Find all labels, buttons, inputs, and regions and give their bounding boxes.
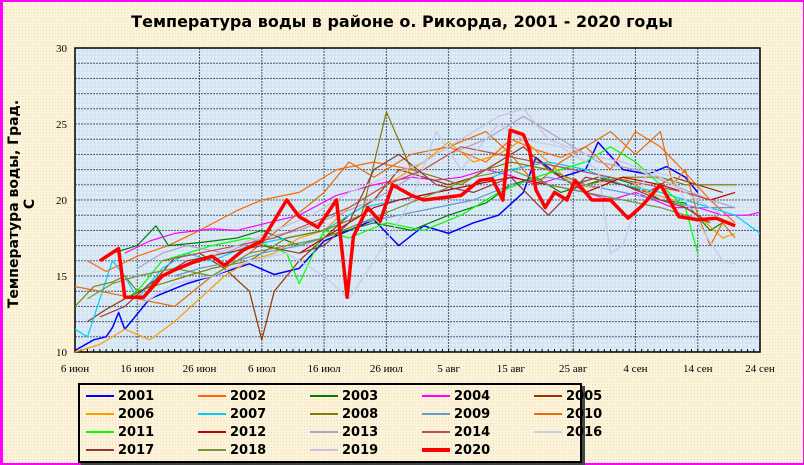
legend-label: 2006: [118, 406, 155, 422]
legend-item-2008: 2008: [310, 405, 422, 423]
series-line-2014: [162, 146, 711, 262]
legend-label: 2001: [118, 388, 155, 404]
x-tick-label: 5 авг: [437, 363, 460, 375]
series-line-2001: [74, 141, 699, 352]
legend-item-2007: 2007: [198, 405, 310, 423]
x-axis-ticks: 6 июн 16 июн 26 июн 6 июл 16 июл 26 июл 5 авг 1…: [61, 363, 775, 375]
legend-swatch: [198, 413, 226, 415]
legend-swatch: [86, 431, 114, 433]
legend-item-2010: 2010: [534, 405, 646, 423]
x-tick-label: 16 июл: [308, 363, 342, 375]
legend-label: 2017: [118, 442, 155, 458]
legend-label: 2008: [342, 406, 379, 422]
legend-item-2020: 2020: [422, 441, 534, 459]
x-tick-label: 14 сен: [683, 363, 713, 375]
legend-item-2006: 2006: [86, 405, 198, 423]
legend-label: 2004: [454, 388, 491, 404]
legend-label: 2005: [566, 388, 603, 404]
legend-label: 2018: [230, 442, 267, 458]
legend-swatch: [422, 431, 450, 433]
x-tick-label: 26 июн: [183, 363, 217, 375]
legend-label: 2012: [230, 424, 267, 440]
legend-item-2016: 2016: [534, 423, 646, 441]
legend-label: 2011: [118, 424, 155, 440]
legend-item-2009: 2009: [422, 405, 534, 423]
legend-label: 2014: [454, 424, 491, 440]
legend-item-2012: 2012: [198, 423, 310, 441]
legend-swatch: [86, 449, 114, 451]
legend-item-2001: 2001: [86, 387, 198, 405]
legend-swatch: [198, 431, 226, 433]
legend-label: 2003: [342, 388, 379, 404]
legend-label: 2010: [566, 406, 603, 422]
legend-swatch: [422, 413, 450, 415]
x-tick-label: 6 июл: [248, 363, 276, 375]
legend-swatch: [86, 413, 114, 415]
y-tick-label: 30: [56, 43, 68, 55]
x-tick-label: 25 авг: [559, 363, 588, 375]
legend-swatch: [534, 395, 562, 397]
legend-swatch: [198, 395, 226, 397]
legend-swatch: [198, 449, 226, 451]
legend-label: 2007: [230, 406, 267, 422]
legend-item-2018: 2018: [198, 441, 310, 459]
series-line-2004: [124, 169, 761, 254]
legend: 2001 2002 2003 2004 2005 2006 2007 2008 2009 2010…: [78, 383, 602, 463]
legend-label: 2016: [566, 424, 603, 440]
legend-swatch: [86, 395, 114, 397]
series-line-2009: [174, 176, 736, 277]
legend-item-2011: 2011: [86, 423, 198, 441]
series-line-2017: [99, 153, 711, 318]
series-line-2019: [199, 108, 723, 262]
y-tick-label: 25: [56, 119, 68, 131]
legend-item-2004: 2004: [422, 387, 534, 405]
legend-label: 2013: [342, 424, 379, 440]
y-tick-label: 20: [56, 195, 68, 207]
legend-label: 2020: [454, 442, 491, 458]
x-tick-label: 15 авг: [497, 363, 526, 375]
legend-swatch: [310, 395, 338, 397]
legend-swatch: [534, 431, 562, 433]
y-axis-ticks: 10 15 20 25 30: [56, 43, 68, 359]
legend-swatch: [534, 413, 562, 415]
x-tick-label: 4 сен: [623, 363, 647, 375]
y-tick-label: 15: [56, 271, 68, 283]
legend-label: 2002: [230, 388, 267, 404]
x-tick-label: 6 июн: [61, 363, 89, 375]
series-line-2016: [136, 123, 736, 308]
y-tick-label: 10: [56, 347, 68, 359]
legend-swatch: [422, 448, 450, 452]
legend-swatch: [422, 395, 450, 397]
legend-item-2003: 2003: [310, 387, 422, 405]
x-tick-label: 24 сен: [745, 363, 775, 375]
legend-label: 2019: [342, 442, 379, 458]
legend-swatch: [310, 431, 338, 433]
legend-item-2002: 2002: [198, 387, 310, 405]
legend-item-2017: 2017: [86, 441, 198, 459]
legend-swatch: [310, 449, 338, 451]
series-line-2020: [98, 128, 736, 300]
legend-grid: 2001 2002 2003 2004 2005 2006 2007 2008 2009 2010…: [86, 387, 646, 459]
series-line-2011: [124, 146, 699, 300]
series-lines: [74, 108, 761, 353]
x-tick-label: 16 июн: [120, 363, 154, 375]
legend-label: 2009: [454, 406, 491, 422]
legend-item-2014: 2014: [422, 423, 534, 441]
legend-swatch: [310, 413, 338, 415]
legend-item-2019: 2019: [310, 441, 422, 459]
legend-item-2005: 2005: [534, 387, 646, 405]
chart-title: Температура воды в районе о. Рикорда, 20…: [131, 12, 673, 31]
legend-item-2013: 2013: [310, 423, 422, 441]
x-tick-label: 26 июл: [370, 363, 404, 375]
